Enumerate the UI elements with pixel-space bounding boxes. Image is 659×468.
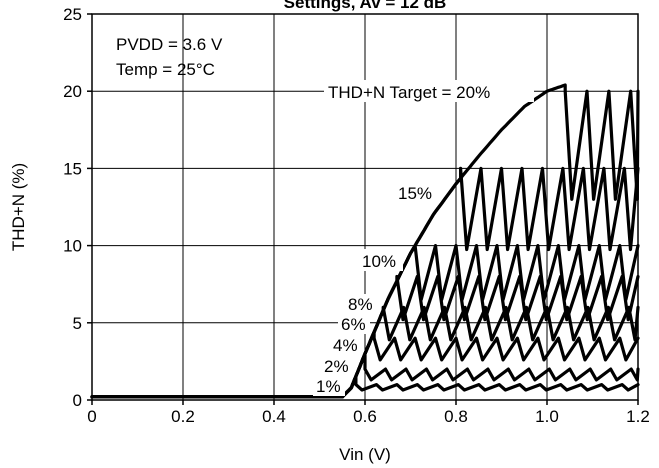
y-axis-title: THD+N (%): [9, 163, 28, 251]
conditions-temp-label: Temp = 25°C: [116, 60, 215, 79]
y-tick-label: 5: [73, 314, 82, 333]
series-line-target-1: [90, 374, 640, 399]
target-10-label: 10%: [362, 252, 396, 271]
x-tick-label: 0: [87, 407, 96, 426]
series-layer: [90, 83, 640, 399]
target-10-label-bg: [359, 249, 403, 271]
target-1-label: 1%: [316, 377, 341, 396]
target-1-label-bg: [313, 376, 345, 396]
target-6-label-bg: [338, 314, 370, 334]
y-tick-label: 20: [63, 82, 82, 101]
y-tick-label: 25: [63, 5, 82, 24]
x-tick-label: 1.0: [535, 407, 559, 426]
y-tick-label: 15: [63, 159, 82, 178]
x-tick-label: 0.2: [171, 407, 195, 426]
target-15-label: 15%: [398, 184, 432, 203]
target-4-label-bg: [330, 335, 362, 355]
target-15-label-bg: [395, 181, 439, 203]
target-20-label-bg: [324, 80, 534, 102]
x-tick-label: 1.2: [626, 407, 650, 426]
target-20-label: THD+N Target = 20%: [328, 83, 490, 102]
x-tick-label: 0.8: [444, 407, 468, 426]
target-2-label-bg: [321, 356, 353, 376]
target-2-label: 2%: [324, 357, 349, 376]
x-axis-title: Vin (V): [339, 445, 391, 464]
target-4-label: 4%: [333, 336, 358, 355]
y-tick-label: 0: [73, 391, 82, 410]
target-6-label: 6%: [341, 315, 366, 334]
target-8-label-bg: [345, 294, 377, 314]
conditions-pvdd-label: PVDD = 3.6 V: [116, 35, 223, 54]
x-tick-label: 0.4: [262, 407, 286, 426]
y-tick-label: 10: [63, 237, 82, 256]
x-tick-label: 0.6: [353, 407, 377, 426]
chart-title: Settings, Av = 12 dB: [284, 0, 447, 12]
target-8-label: 8%: [348, 295, 373, 314]
tick-layer: 0 0.2 0.4 0.6 0.8 1.0 1.2 0 5 10 15 20 25: [63, 5, 650, 426]
